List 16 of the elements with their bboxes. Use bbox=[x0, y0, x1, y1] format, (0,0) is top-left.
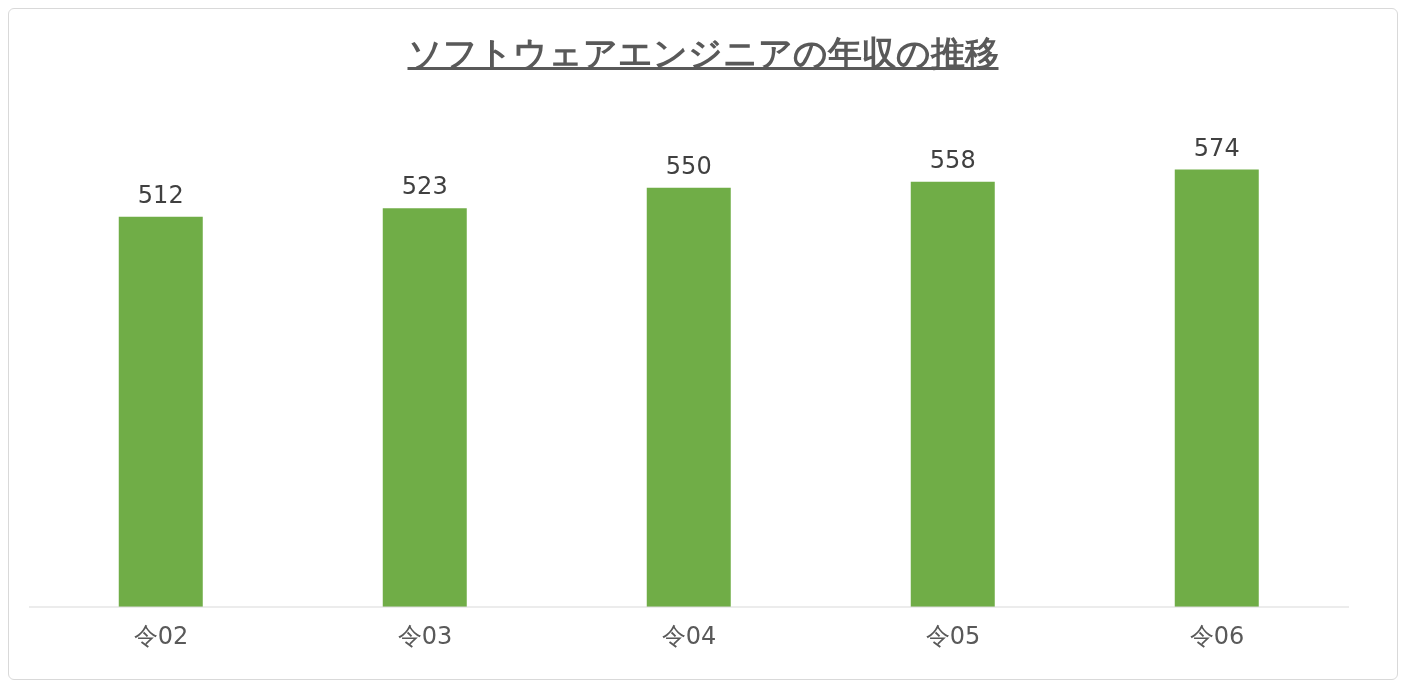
bar bbox=[910, 181, 995, 607]
x-tick-label: 令06 bbox=[1189, 622, 1245, 651]
bar bbox=[646, 187, 731, 607]
x-tick-label: 令05 bbox=[925, 622, 981, 651]
bar bbox=[382, 208, 467, 607]
data-label: 550 bbox=[665, 151, 712, 180]
x-tick-label: 令02 bbox=[133, 622, 189, 651]
data-label: 523 bbox=[401, 172, 448, 201]
bar bbox=[1174, 169, 1259, 607]
x-tick-label: 令03 bbox=[397, 622, 453, 651]
x-tick-label: 令04 bbox=[661, 622, 717, 651]
chart-title: ソフトウェアエンジニアの年収の推移 bbox=[406, 32, 1000, 75]
bar bbox=[118, 216, 203, 607]
data-label: 574 bbox=[1193, 133, 1240, 162]
data-label: 558 bbox=[929, 145, 976, 174]
data-label: 512 bbox=[137, 180, 184, 209]
